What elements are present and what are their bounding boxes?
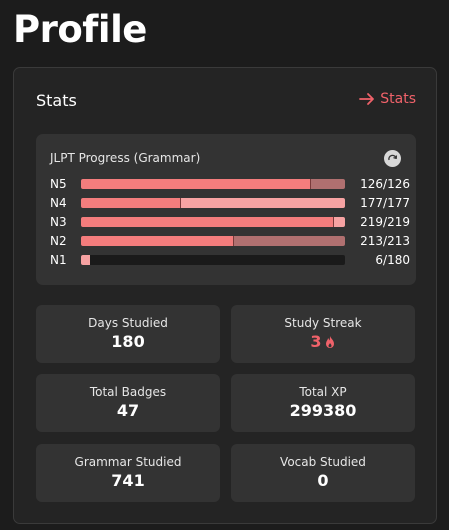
stats-card: Stats Stats JLPT Progress (Grammar) N5 1… bbox=[13, 67, 437, 524]
tile-label: Grammar Studied bbox=[74, 455, 182, 469]
stat-tile-total-xp: Total XP 299380 bbox=[231, 374, 415, 432]
level-progress-bar bbox=[81, 255, 345, 265]
jlpt-level-row: N4 177/177 bbox=[50, 196, 410, 210]
level-progress-bar bbox=[81, 179, 345, 189]
tile-value: 180 bbox=[111, 332, 145, 351]
level-label: N2 bbox=[50, 234, 67, 248]
stats-card-title: Stats bbox=[36, 91, 77, 110]
bar-completed-segment bbox=[310, 179, 345, 189]
level-label: N3 bbox=[50, 215, 67, 229]
refresh-icon bbox=[388, 154, 398, 161]
tile-label: Study Streak bbox=[284, 316, 362, 330]
bar-mastered-segment bbox=[81, 217, 335, 227]
refresh-button[interactable] bbox=[384, 150, 401, 167]
bar-completed-segment bbox=[81, 255, 90, 265]
jlpt-progress-title: JLPT Progress (Grammar) bbox=[50, 151, 201, 165]
level-progress-bar bbox=[81, 217, 345, 227]
level-label: N5 bbox=[50, 177, 67, 191]
page-title: Profile bbox=[13, 8, 147, 51]
stat-tile-days-studied: Days Studied 180 bbox=[36, 305, 220, 363]
fire-icon bbox=[325, 335, 334, 348]
stat-tile-grammar-studied: Grammar Studied 741 bbox=[36, 444, 220, 502]
tile-value: 3 bbox=[310, 332, 322, 351]
level-label: N1 bbox=[50, 253, 67, 267]
level-label: N4 bbox=[50, 196, 67, 210]
level-count: 219/219 bbox=[360, 215, 410, 229]
level-count: 126/126 bbox=[360, 177, 410, 191]
bar-divider bbox=[333, 217, 335, 227]
level-count: 213/213 bbox=[360, 234, 410, 248]
bar-mastered-segment bbox=[81, 198, 182, 208]
jlpt-progress-panel: JLPT Progress (Grammar) N5 126/126 N4 17… bbox=[36, 134, 416, 285]
bar-divider bbox=[309, 179, 311, 189]
stat-tile-vocab-studied: Vocab Studied 0 bbox=[231, 444, 415, 502]
streak-value-row: 3 bbox=[231, 332, 415, 351]
tile-label: Total XP bbox=[299, 385, 347, 399]
level-progress-bar bbox=[81, 236, 345, 246]
arrow-right-icon bbox=[359, 93, 375, 105]
bar-completed-segment bbox=[234, 236, 345, 246]
level-count: 6/180 bbox=[375, 253, 410, 267]
jlpt-level-row: N3 219/219 bbox=[50, 215, 410, 229]
bar-mastered-segment bbox=[81, 236, 235, 246]
stat-tile-study-streak: Study Streak 3 bbox=[231, 305, 415, 363]
stat-tile-total-badges: Total Badges 47 bbox=[36, 374, 220, 432]
tile-value: 0 bbox=[317, 471, 329, 490]
bar-mastered-segment bbox=[81, 179, 311, 189]
bar-divider bbox=[233, 236, 235, 246]
bar-completed-segment bbox=[334, 217, 345, 227]
level-count: 177/177 bbox=[360, 196, 410, 210]
jlpt-level-row: N2 213/213 bbox=[50, 234, 410, 248]
tile-label: Vocab Studied bbox=[280, 455, 366, 469]
tile-label: Days Studied bbox=[88, 316, 168, 330]
stats-link-label: Stats bbox=[380, 91, 416, 107]
bar-completed-segment bbox=[181, 198, 345, 208]
jlpt-level-row: N1 6/180 bbox=[50, 253, 410, 267]
level-progress-bar bbox=[81, 198, 345, 208]
tile-value: 299380 bbox=[289, 401, 357, 420]
tile-value: 741 bbox=[111, 471, 145, 490]
tile-value: 47 bbox=[116, 401, 140, 420]
stats-link[interactable]: Stats bbox=[359, 91, 416, 107]
bar-divider bbox=[180, 198, 182, 208]
tile-label: Total Badges bbox=[89, 385, 167, 399]
jlpt-level-row: N5 126/126 bbox=[50, 177, 410, 191]
